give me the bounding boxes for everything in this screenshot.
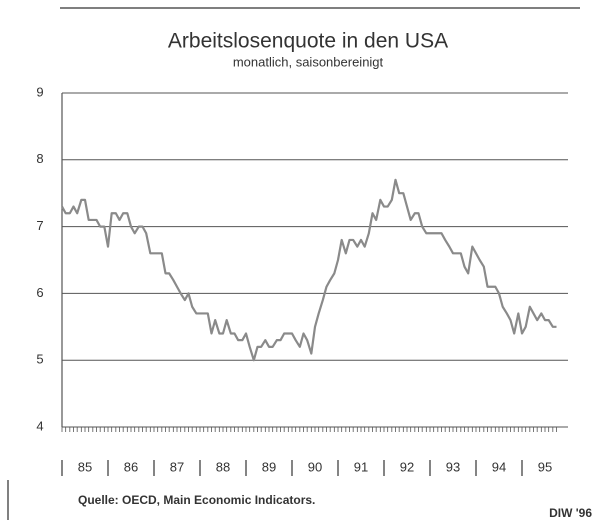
- x-tick-label: 91: [354, 459, 368, 474]
- x-tick-label: 87: [170, 459, 184, 474]
- x-tick-label: 95: [538, 459, 552, 474]
- chart-title: Arbeitslosenquote in den USA: [168, 30, 448, 53]
- y-tick-label: 7: [36, 218, 43, 233]
- chart-subtitle: monatlich, saisonbereinigt: [233, 54, 384, 69]
- x-tick-label: 88: [216, 459, 230, 474]
- x-tick-label: 92: [400, 459, 414, 474]
- y-tick-label: 5: [36, 352, 43, 367]
- x-tick-label: 94: [492, 459, 506, 474]
- x-tick-label: 86: [124, 459, 138, 474]
- y-tick-label: 8: [36, 151, 43, 166]
- x-tick-label: 89: [262, 459, 276, 474]
- x-tick-label: 85: [78, 459, 92, 474]
- y-tick-label: 6: [36, 285, 43, 300]
- line: [61, 178, 557, 362]
- x-tick-label: 93: [446, 459, 460, 474]
- y-tick-label: 9: [36, 84, 43, 99]
- x-tick-label: 90: [308, 459, 322, 474]
- y-tick-label: 4: [36, 418, 43, 433]
- source: Quelle: OECD, Main Economic Indicators.: [78, 493, 315, 507]
- credit: DIW '96: [549, 506, 592, 520]
